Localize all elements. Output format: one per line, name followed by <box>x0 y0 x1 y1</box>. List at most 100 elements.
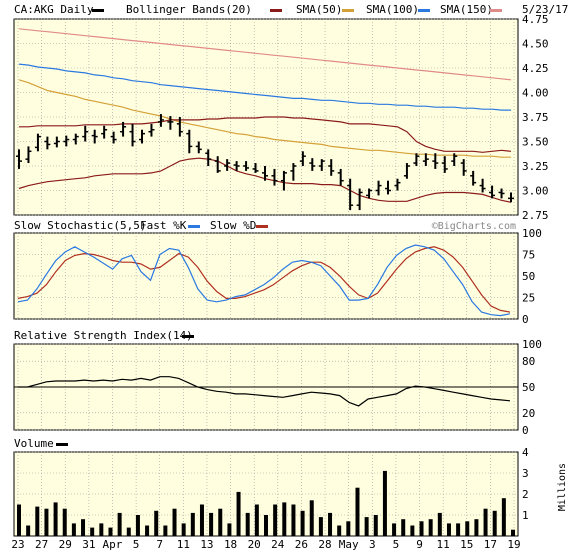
rsi-title: Relative Strength Index(14) <box>14 329 193 342</box>
price-bar <box>280 170 287 191</box>
volume-bar <box>483 508 488 536</box>
volume-bar <box>382 470 387 536</box>
volume-y-ticks: 4 3 2 1 <box>522 446 529 522</box>
volume-tick-label: 4 <box>522 446 529 459</box>
volume-bar <box>511 529 515 536</box>
bollinger-upper-line <box>19 116 512 153</box>
watermark: ©BigCharts.com <box>432 221 516 232</box>
stochastic-tick-label: 75 <box>522 249 535 262</box>
price-bar <box>205 149 212 166</box>
volume-bar <box>355 487 360 536</box>
x-axis-labels: 23 27 29 31 Apr 5 7 11 13 18 20 24 26 28 May 3 5 9 11 15 17 1… <box>11 538 520 551</box>
x-axis-label: 28 <box>318 538 331 551</box>
fast-k-swatch <box>188 225 200 228</box>
volume-bar <box>126 527 131 536</box>
price-bars <box>16 114 514 211</box>
price-bar <box>233 161 240 171</box>
volume-bar <box>53 502 58 536</box>
price-bar <box>479 178 486 193</box>
volume-bar <box>99 523 104 536</box>
rsi-y-ticks: 100 80 50 20 0 <box>522 338 542 437</box>
volume-bar <box>154 510 159 536</box>
price-bar <box>460 159 467 176</box>
price-bar <box>413 153 420 166</box>
price-bar <box>243 161 250 171</box>
price-bar <box>394 178 401 191</box>
volume-grid <box>14 451 518 536</box>
price-bar <box>403 163 410 179</box>
price-bar <box>337 168 344 186</box>
volume-bar <box>163 525 168 536</box>
price-bar <box>72 133 79 145</box>
price-bar <box>262 166 268 181</box>
volume-bar <box>227 523 232 536</box>
volume-unit-label: Millions <box>557 463 568 511</box>
legend-sma50-swatch <box>342 9 354 12</box>
volume-bar <box>337 525 342 536</box>
price-tick-label: 4.50 <box>522 38 549 51</box>
volume-bar <box>364 517 369 536</box>
price-tick-label: 4.75 <box>522 13 549 26</box>
price-tick-label: 3.75 <box>522 111 549 124</box>
volume-bar <box>254 504 259 536</box>
volume-bar <box>346 521 351 536</box>
volume-bar <box>108 527 113 536</box>
price-tick-label: 3.00 <box>522 185 549 198</box>
sma150-line <box>18 28 512 81</box>
legend-sma50-label: SMA(50) <box>296 3 342 16</box>
price-bar <box>16 149 22 169</box>
price-bar <box>508 192 514 203</box>
volume-bar <box>190 512 195 536</box>
price-bar <box>129 123 136 147</box>
price-bar <box>186 129 193 154</box>
price-tick-label: 2.75 <box>522 209 549 222</box>
sma50-line <box>18 79 511 158</box>
price-bar <box>432 153 439 169</box>
volume-bar <box>501 498 506 536</box>
price-bar <box>195 141 202 154</box>
x-axis-label: 17 <box>484 538 497 551</box>
volume-bar <box>199 504 204 536</box>
rsi-tick-label: 80 <box>522 355 535 368</box>
volume-bar <box>309 500 314 536</box>
price-bar <box>441 156 448 173</box>
legend-sma150-label: SMA(150) <box>440 3 493 16</box>
stochastic-grid <box>14 232 518 320</box>
volume-bar <box>44 508 49 536</box>
price-bar <box>214 156 221 173</box>
stochastic-tick-label: 100 <box>522 227 542 240</box>
volume-bar <box>209 512 214 536</box>
volume-bar <box>181 523 186 536</box>
price-bar <box>422 153 429 166</box>
stochastic-tick-label: 25 <box>522 292 535 305</box>
stochastic-tick-label: 0 <box>522 313 529 326</box>
price-tick-label: 3.25 <box>522 160 549 173</box>
volume-bar <box>474 519 479 536</box>
price-bar <box>299 151 306 166</box>
volume-bar <box>172 508 177 536</box>
x-axis-label: 24 <box>271 538 285 551</box>
volume-bar <box>492 510 497 536</box>
price-bar <box>91 129 98 144</box>
volume-bar <box>62 508 67 536</box>
x-axis-label: 5 <box>393 538 400 551</box>
legend-sma150-swatch <box>490 9 502 12</box>
price-tick-label: 4.25 <box>522 62 549 75</box>
x-axis-label: May <box>339 538 359 551</box>
volume-bar <box>419 521 424 536</box>
volume-bar <box>392 523 397 536</box>
slow-d-swatch <box>256 225 268 228</box>
fast-k-line <box>17 244 511 317</box>
rsi-line <box>18 376 511 407</box>
volume-bar <box>282 502 287 536</box>
legend-bollinger-swatch <box>270 9 282 12</box>
x-axis-label: 11 <box>177 538 190 551</box>
volume-bar <box>300 510 305 536</box>
volume-bar <box>35 506 40 536</box>
price-bar <box>101 125 108 139</box>
volume-bar <box>318 517 323 536</box>
x-axis-label: 23 <box>11 538 24 551</box>
volume-bar <box>135 515 140 536</box>
volume-bar <box>145 525 150 536</box>
